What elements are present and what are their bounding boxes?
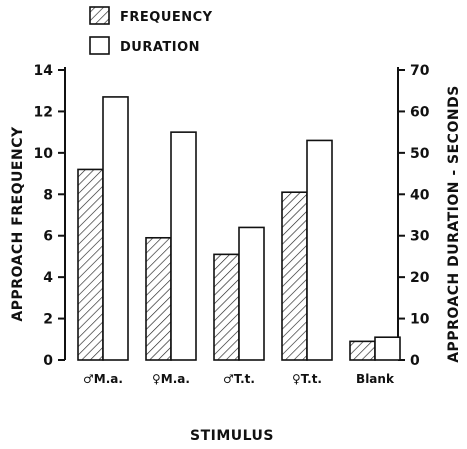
right-tick-label: 30	[410, 229, 430, 245]
left-tick-label: 14	[34, 63, 54, 79]
category-label: Blank	[356, 372, 395, 386]
left-tick-label: 2	[43, 312, 53, 328]
category-label: ♂M.a.	[83, 372, 123, 386]
category-label: ♀M.a.	[152, 372, 190, 386]
bar-frequency	[145, 236, 172, 361]
category-labels: ♂M.a. ♀M.a. ♂T.t. ♀T.t. Blank	[83, 372, 395, 386]
legend-label-frequency: FREQUENCY	[120, 10, 213, 25]
y-axis-title: APPROACH FREQUENCY	[10, 126, 26, 322]
bar-frequency	[281, 191, 308, 361]
right-tick-label: 50	[410, 146, 430, 162]
left-tick-label: 8	[43, 187, 53, 203]
category-label: ♂T.t.	[223, 372, 255, 386]
bars	[77, 96, 401, 361]
left-axis-ticks: 0 2 4 6 8 10 12 14	[34, 63, 65, 369]
right-tick-label: 70	[410, 63, 430, 79]
x-axis-title: STIMULUS	[190, 428, 274, 444]
legend-label-duration: DURATION	[120, 40, 200, 55]
bar-frequency	[349, 340, 376, 361]
bar-duration	[102, 96, 129, 361]
left-tick-label: 6	[43, 229, 53, 245]
legend-swatch-frequency	[89, 6, 110, 25]
right-tick-label: 40	[410, 187, 430, 203]
left-tick-label: 0	[43, 353, 53, 369]
legend: FREQUENCY DURATION	[89, 6, 213, 55]
right-tick-label: 0	[410, 353, 420, 369]
legend-swatch-duration	[89, 36, 110, 55]
left-tick-label: 4	[43, 270, 53, 286]
category-label: ♀T.t.	[292, 372, 322, 386]
right-axis-ticks: 0 10 20 30 40 50 60 70	[398, 63, 430, 369]
right-tick-label: 10	[410, 312, 430, 328]
left-tick-label: 10	[34, 146, 54, 162]
left-tick-label: 12	[34, 104, 53, 120]
right-tick-label: 60	[410, 104, 430, 120]
bar-duration	[374, 336, 401, 361]
bar-frequency	[77, 168, 104, 361]
y-axis-title-right: APPROACH DURATION - SECONDS	[446, 85, 462, 363]
bar-duration	[238, 226, 265, 361]
bar-duration	[170, 131, 197, 361]
bar-frequency	[213, 253, 240, 361]
right-tick-label: 20	[410, 270, 430, 286]
bar-duration	[306, 139, 333, 361]
